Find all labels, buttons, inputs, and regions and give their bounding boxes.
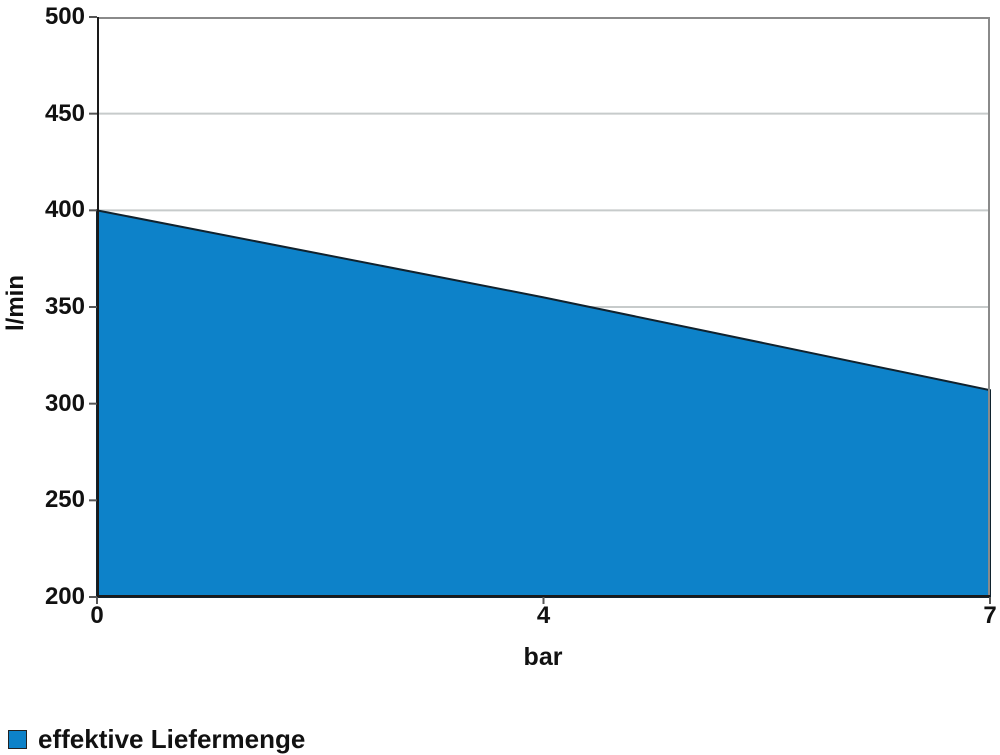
x-tick-label: 4 bbox=[536, 602, 551, 629]
y-tick-label: 250 bbox=[44, 486, 85, 514]
y-tick-label: 200 bbox=[44, 583, 85, 610]
legend: effektive Liefermenge bbox=[8, 726, 305, 752]
legend-swatch bbox=[8, 729, 27, 749]
x-tick-label: 0 bbox=[90, 602, 104, 629]
y-tick-label: 400 bbox=[44, 196, 85, 224]
y-tick-label: 450 bbox=[44, 99, 85, 127]
y-tick-label: 500 bbox=[44, 3, 85, 30]
x-axis-title: bar bbox=[523, 643, 563, 671]
y-tick-label: 350 bbox=[44, 293, 85, 320]
plot-svg bbox=[89, 16, 991, 604]
y-tick-label: 300 bbox=[44, 389, 85, 417]
y-axis-title: l/min bbox=[2, 274, 29, 332]
x-tick-label: 7 bbox=[983, 602, 997, 629]
legend-label: effektive Liefermenge bbox=[38, 724, 306, 754]
area-series bbox=[96, 209, 991, 598]
plot-area bbox=[89, 16, 991, 604]
